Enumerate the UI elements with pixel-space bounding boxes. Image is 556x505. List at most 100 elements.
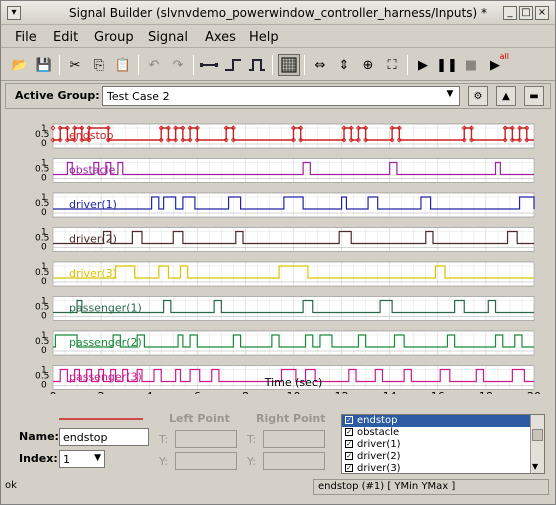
signal-point[interactable] — [502, 125, 508, 143]
stop-icon[interactable]: ■ — [464, 57, 478, 73]
scroll-thumb[interactable] — [532, 429, 543, 441]
right-y-input[interactable] — [263, 452, 325, 470]
copy-icon[interactable]: ⎘ — [93, 57, 105, 73]
signal-point[interactable] — [468, 125, 475, 143]
zoom-x-icon[interactable]: ⇔ — [314, 57, 326, 73]
signal-point[interactable] — [72, 125, 78, 143]
undo-icon[interactable]: ↶ — [148, 57, 160, 73]
signal-list[interactable]: ✓ endstop ✓ obstacle ✓ driver(1) ✓ driver(2)… — [341, 414, 545, 474]
window-menu-icon[interactable]: ▾ — [7, 6, 21, 20]
signal-point[interactable] — [105, 125, 111, 143]
signal-point[interactable] — [363, 125, 369, 143]
signal-point[interactable] — [355, 125, 362, 143]
segment-icon[interactable] — [198, 54, 220, 76]
signal-line-driver2[interactable] — [53, 230, 534, 245]
maximize-icon[interactable]: □ — [519, 6, 533, 20]
zoom-y-icon[interactable]: ⇕ — [338, 57, 350, 73]
active-group-value: Test Case 2 — [107, 90, 170, 103]
signal-point[interactable] — [50, 125, 56, 143]
close-icon[interactable]: × — [535, 6, 549, 20]
menu-bar: File Edit Group Signal Axes Help — [1, 26, 555, 48]
signal-point[interactable] — [396, 125, 402, 143]
menu-signal[interactable]: Signal — [148, 30, 188, 45]
signal-list-item[interactable]: ✓ driver(3) — [345, 463, 401, 474]
y-tick-label: 0 — [41, 174, 47, 184]
move-down-icon[interactable]: ▬ — [524, 86, 544, 106]
signal-point[interactable] — [298, 125, 304, 143]
signal-point[interactable] — [64, 125, 70, 143]
play-icon[interactable]: ▶ — [418, 57, 428, 73]
signal-point[interactable] — [389, 125, 395, 143]
left-t-input[interactable] — [175, 430, 237, 448]
signal-line-passenger1[interactable] — [53, 299, 534, 314]
signal-point[interactable] — [461, 125, 467, 143]
open-icon[interactable]: 📂 — [11, 57, 29, 73]
save-icon[interactable]: 💾 — [35, 57, 53, 73]
chevron-down-icon[interactable]: ▼ — [446, 89, 454, 99]
y-tick-label: 1 — [41, 193, 47, 203]
scroll-down-icon[interactable]: ▼ — [532, 462, 539, 471]
right-y-label: Y: — [247, 455, 256, 468]
signal-list-item[interactable]: ✓ endstop — [342, 415, 544, 427]
pause-icon[interactable]: ❚❚ — [436, 57, 458, 73]
window-title: Signal Builder (slvnvdemo_powerwindow_co… — [69, 6, 487, 20]
signal-point[interactable] — [180, 125, 186, 143]
menu-axes[interactable]: Axes — [205, 30, 236, 45]
signal-point[interactable] — [524, 125, 530, 143]
signal-line-driver1[interactable] — [53, 196, 535, 210]
signal-point[interactable] — [194, 125, 200, 143]
right-t-input[interactable] — [263, 430, 325, 448]
signal-point[interactable] — [57, 125, 63, 143]
signal-label: driver(3) — [69, 267, 117, 280]
signal-point[interactable] — [79, 125, 85, 143]
pulse-icon[interactable] — [246, 54, 268, 76]
redo-icon[interactable]: ↷ — [172, 57, 184, 73]
y-tick-label: 1 — [41, 366, 47, 376]
minimize-icon[interactable]: _ — [503, 6, 517, 20]
signal-line-driver3[interactable] — [53, 265, 534, 279]
x-tick-label: 10 — [287, 390, 301, 394]
signal-point[interactable] — [341, 125, 347, 143]
signal-line-endstop[interactable] — [53, 127, 534, 141]
move-up-icon[interactable]: ▲ — [496, 86, 516, 106]
signal-list-item[interactable]: ✓ driver(1) — [345, 439, 401, 450]
signal-point[interactable] — [173, 125, 179, 143]
title-bar[interactable]: ▾ Signal Builder (slvnvdemo_powerwindow_… — [1, 1, 555, 25]
x-tick-label: 12 — [335, 390, 349, 394]
signal-point[interactable] — [158, 125, 164, 143]
signal-point[interactable] — [517, 125, 523, 143]
menu-group[interactable]: Group — [94, 30, 134, 45]
signal-list-item[interactable]: ✓ driver(2) — [345, 451, 401, 462]
left-y-input[interactable] — [175, 452, 237, 470]
signal-point[interactable] — [230, 125, 236, 143]
signal-point[interactable] — [165, 125, 172, 143]
signal-line-obstacle[interactable] — [53, 161, 534, 176]
signal-point[interactable] — [86, 125, 92, 143]
signal-point[interactable] — [290, 125, 297, 143]
signal-list-item[interactable]: ✓ obstacle — [345, 427, 400, 438]
paste-icon[interactable]: 📋 — [114, 57, 132, 73]
signal-list-scrollbar[interactable]: ▼ — [530, 415, 544, 473]
step-up-icon[interactable] — [222, 54, 244, 76]
menu-edit[interactable]: Edit — [53, 30, 79, 45]
group-settings-icon[interactable]: ⚙ — [468, 86, 488, 106]
signal-point[interactable] — [187, 125, 193, 143]
index-select[interactable]: 1 ▼ — [59, 450, 105, 468]
x-tick-label: 20 — [527, 390, 541, 394]
grid-icon[interactable] — [278, 54, 300, 76]
signal-point[interactable] — [509, 125, 515, 143]
menu-file[interactable]: File — [15, 30, 37, 45]
status-bar: ok endstop (#1) [ YMin YMax ] — [1, 478, 555, 504]
menu-help[interactable]: Help — [249, 30, 279, 45]
signal-point[interactable] — [348, 125, 354, 143]
run-all-icon[interactable]: ▶ all — [490, 52, 509, 73]
signal-plot-area[interactable]: 10.50endstop10.50obstacle10.50driver(1)1… — [9, 114, 549, 394]
signal-name-input[interactable]: endstop — [59, 428, 149, 446]
cut-icon[interactable]: ✂ — [69, 57, 81, 73]
signal-line-passenger3[interactable] — [53, 368, 534, 383]
zoom-icon[interactable]: ⊕ — [362, 57, 374, 73]
signal-point[interactable] — [223, 125, 229, 143]
fit-icon[interactable]: ⛶ — [387, 57, 397, 73]
active-group-select[interactable]: Test Case 2 ▼ — [102, 86, 460, 106]
signal-line-passenger2[interactable] — [53, 334, 534, 348]
